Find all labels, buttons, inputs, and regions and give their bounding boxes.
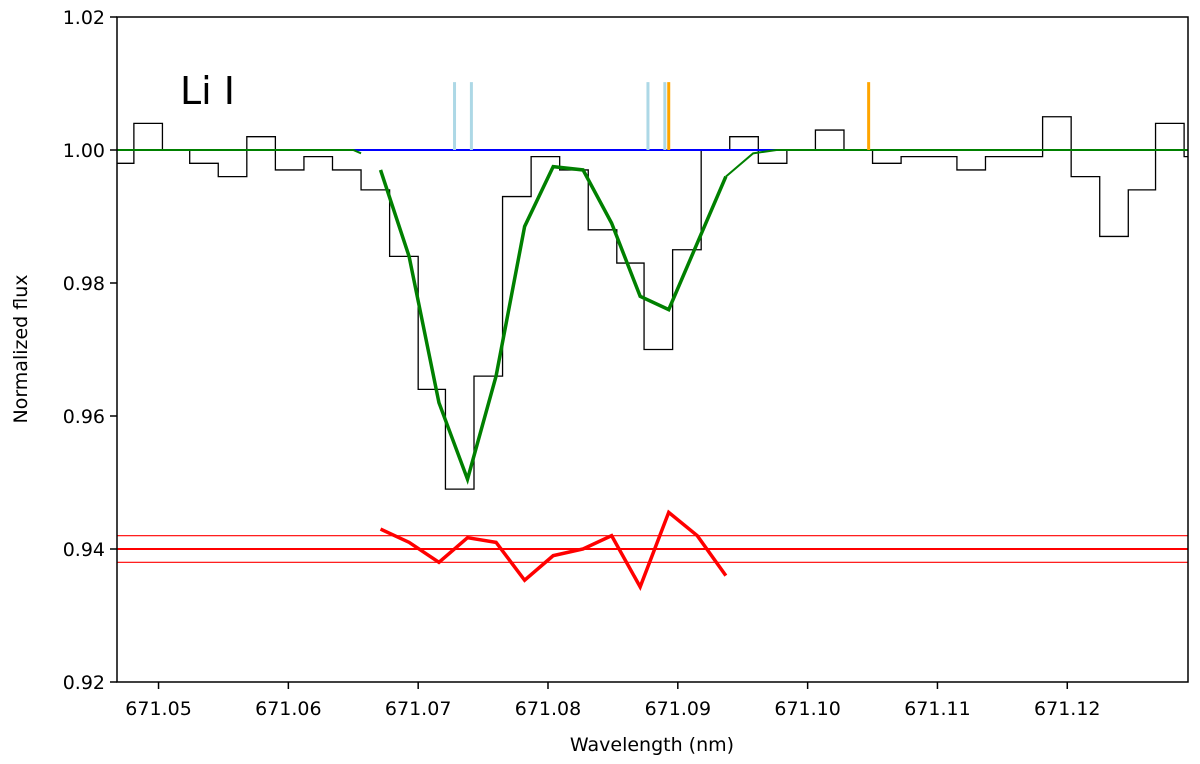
y-tick-label-4: 0.98 <box>63 273 105 295</box>
tick-layer: 671.05 671.06 671.07 671.08 671.09 671.10 671.… <box>63 7 1101 720</box>
y-tick-label-3: 0.96 <box>63 406 105 428</box>
x-tick-label-7: 671.11 <box>904 698 970 720</box>
x-tick-label-6: 671.10 <box>774 698 840 720</box>
x-axis-label: Wavelength (nm) <box>570 734 734 756</box>
plot-frame <box>116 16 1189 683</box>
x-tick-label-3: 671.07 <box>385 698 451 720</box>
x-tick-label-4: 671.08 <box>515 698 581 720</box>
y-tick-label-2: 0.94 <box>63 539 105 561</box>
line-marker-layer <box>453 82 871 150</box>
x-tick-label-2: 671.06 <box>255 698 321 720</box>
series-residual-5 <box>379 509 728 592</box>
x-tick-label-1: 671.05 <box>125 698 191 720</box>
series-model-3 <box>378 164 728 485</box>
x-tick-label-8: 671.12 <box>1034 698 1100 720</box>
y-tick-label-1: 0.92 <box>63 672 105 694</box>
x-tick-label-5: 671.09 <box>645 698 711 720</box>
series-model-2 <box>117 149 362 155</box>
annotation-li-i: Li I <box>180 69 235 113</box>
y-tick-label-6: 1.02 <box>63 7 105 29</box>
series-model-4 <box>725 149 1188 178</box>
y-axis-label: Normalized flux <box>10 274 32 423</box>
y-tick-label-5: 1.00 <box>63 140 105 162</box>
data-layer <box>117 116 1188 592</box>
series-observed-0 <box>117 116 1188 490</box>
